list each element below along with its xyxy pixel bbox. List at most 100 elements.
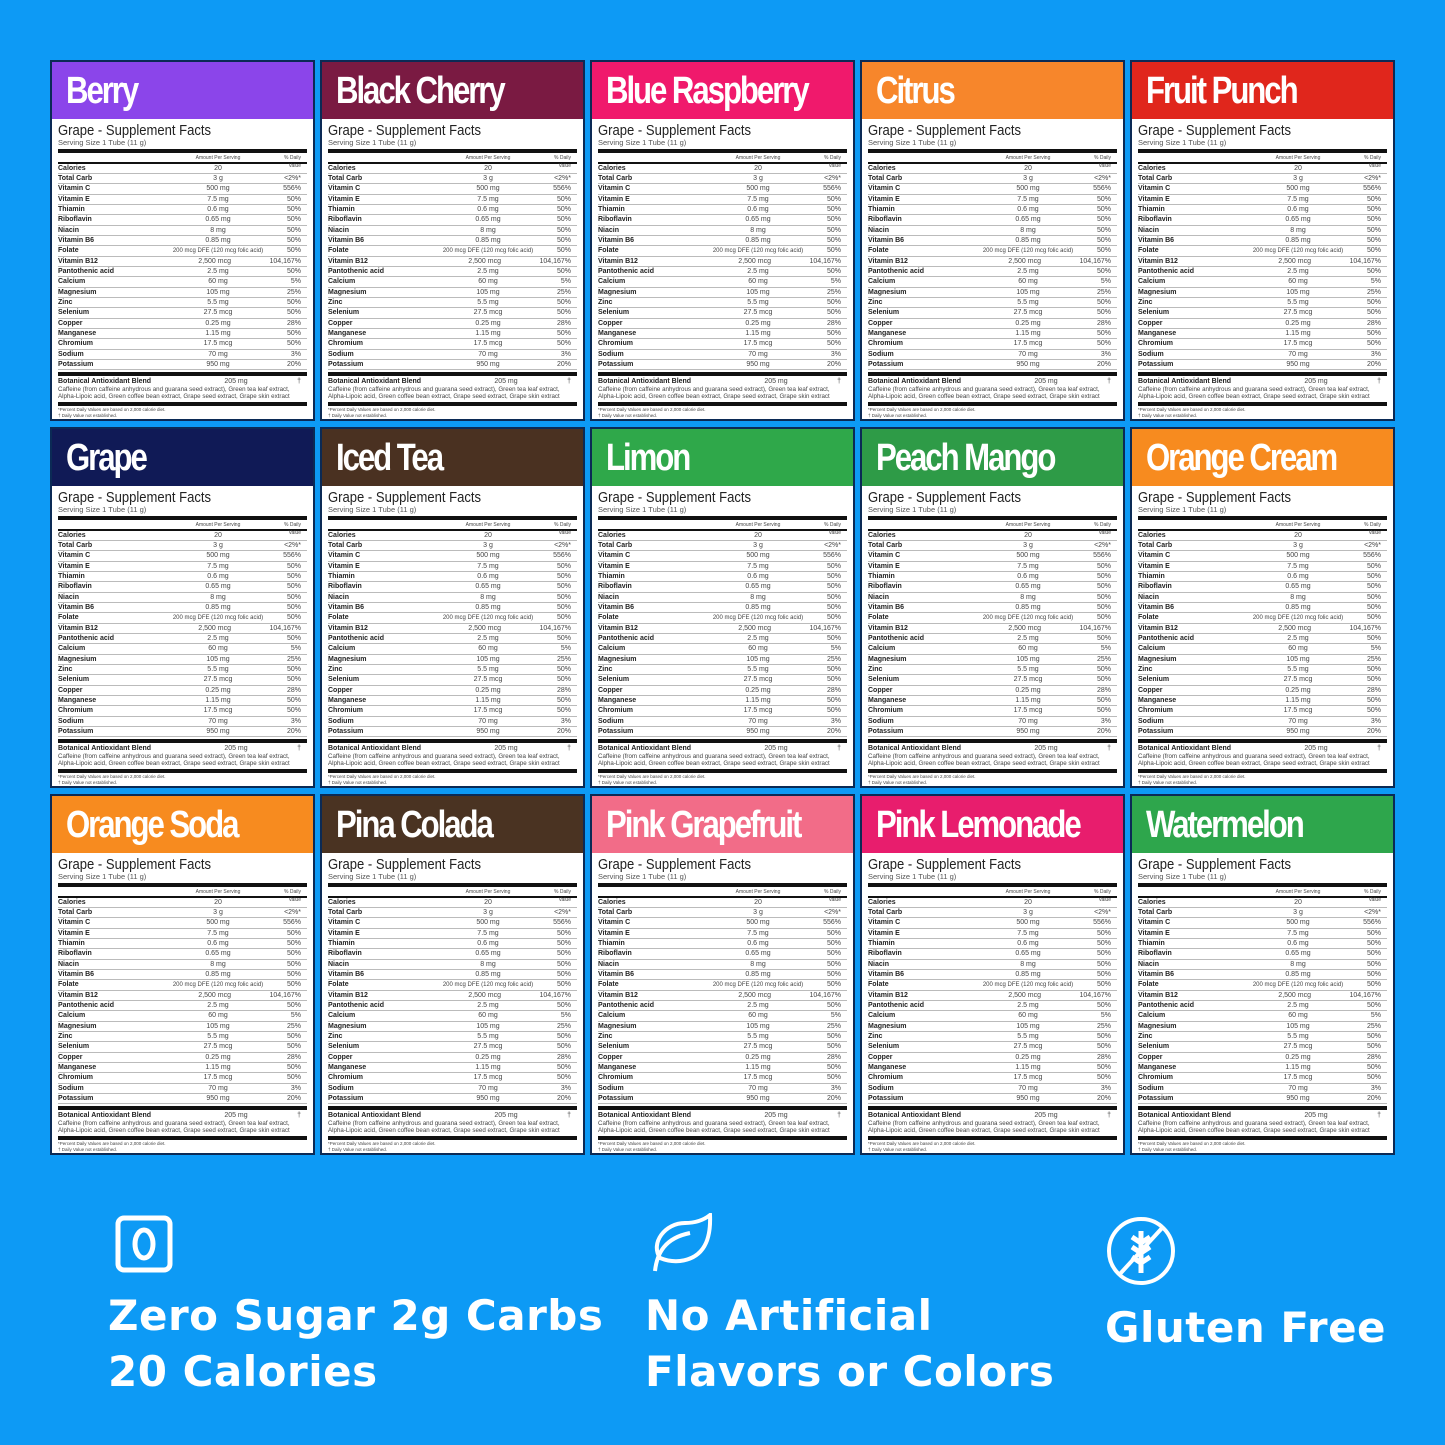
flavor-name: Orange Soda (66, 804, 239, 846)
divider (58, 883, 307, 887)
nutrient-amount: 20 (214, 164, 222, 172)
nutrient-name: Pantothenic acid (58, 267, 115, 275)
nutrient-name: Sodium (868, 350, 894, 358)
flavor-header: Grape (52, 429, 313, 486)
supplement-facts: Grape - Supplement Facts Serving Size 1 T… (52, 853, 313, 1152)
divider (58, 149, 307, 153)
nutrient-dv: 25% (556, 655, 571, 663)
nutrient-name: Vitamin B6 (328, 603, 365, 611)
blend-description: Caffeine (from caffeine anhydrous and gu… (328, 753, 560, 761)
flavor-panel: Peach Mango Grape - Supplement Facts Servi… (860, 427, 1125, 788)
supplement-facts: Grape - Supplement Facts Serving Size 1 T… (52, 119, 313, 418)
nutrient-name: Zinc (598, 665, 613, 673)
blend-row: Botanical Antioxidant Blend 205 mg † (58, 744, 307, 753)
nutrient-amount: 2,500 mcg (468, 257, 501, 265)
facts-row: Thiamin 0.6 mg 50% (868, 205, 1117, 216)
facts-row: Folate 200 mcg DFE (120 mcg folic acid) 50… (598, 980, 847, 991)
divider (58, 516, 307, 520)
nutrient-name: Selenium (58, 676, 90, 684)
nutrient-amount: 500 mg (1016, 185, 1040, 193)
nutrient-name: Calcium (58, 645, 86, 653)
nutrient-name: Manganese (1138, 1064, 1177, 1071)
flavor-header: Watermelon (1132, 796, 1393, 853)
nutrient-amount: 500 mg (1016, 919, 1040, 927)
nutrient-amount: 105 mg (746, 1022, 770, 1030)
nutrient-name: Thiamin (598, 572, 625, 580)
nutrient-dv: <2%* (554, 908, 571, 916)
nutrient-amount: 0.65 mg (205, 216, 231, 224)
blend-dv: † (567, 1112, 571, 1120)
nutrient-dv: 20% (286, 361, 301, 369)
facts-row: Magnesium 105 mg 25% (1138, 288, 1387, 298)
nutrient-dv: 25% (826, 1022, 841, 1030)
facts-row: Zinc 5.5 mg 50% (868, 665, 1117, 676)
blend-description: Caffeine (from caffeine anhydrous and gu… (598, 1120, 830, 1128)
nutrient-name: Folate (328, 247, 349, 255)
divider (328, 162, 577, 164)
divider (328, 1106, 577, 1111)
nutrient-dv: 50% (826, 562, 841, 570)
facts-row: Riboflavin 0.65 mg 50% (58, 215, 307, 226)
nutrient-name: Chromium (868, 1074, 903, 1082)
blend-description: Caffeine (from caffeine anhydrous and gu… (58, 753, 290, 761)
nutrient-amount: 950 mg (206, 361, 230, 369)
nutrient-amount: 1.15 mg (1285, 697, 1311, 704)
footnote: *Percent Daily Values are based on 2,000… (868, 1141, 976, 1147)
blend-amount: 205 mg (224, 745, 248, 753)
facts-row: Vitamin E 7.5 mg 50% (868, 929, 1117, 939)
nutrient-name: Calories (1138, 531, 1166, 539)
nutrient-amount: 200 mcg DFE (120 mcg folic acid) (442, 982, 534, 989)
facts-row: Zinc 5.5 mg 50% (868, 298, 1117, 309)
facts-row: Zinc 5.5 mg 50% (58, 1032, 307, 1043)
nutrient-amount: 3 g (213, 908, 223, 916)
facts-row: Manganese 1.15 mg 50% (58, 329, 307, 340)
flavor-name: Pina Colada (336, 804, 494, 846)
facts-row: Potassium 950 mg 20% (868, 360, 1117, 371)
facts-row: Sodium 70 mg 3% (328, 1084, 577, 1095)
nutrient-amount: 200 mcg DFE (120 mcg folic acid) (712, 615, 804, 622)
facts-row: Selenium 27.5 mcg 50% (328, 1042, 577, 1053)
facts-row: Calcium 60 mg 5% (868, 277, 1117, 288)
nutrient-name: Thiamin (328, 205, 355, 213)
nutrient-amount: 7.5 mg (1017, 195, 1039, 203)
nutrient-name: Calcium (328, 278, 356, 286)
facts-row: Vitamin B6 0.85 mg 50% (1138, 603, 1387, 614)
facts-row: Thiamin 0.6 mg 50% (328, 205, 577, 216)
nutrient-name: Potassium (868, 728, 904, 736)
facts-row: Vitamin C 500 mg 556% (1138, 184, 1387, 195)
column-headers: Amount Per Serving% Daily Value (58, 888, 307, 903)
divider (1138, 402, 1387, 407)
nutrient-name: Total Carb (598, 908, 633, 916)
facts-row: Zinc 5.5 mg 50% (598, 1032, 847, 1043)
nutrient-dv: 28% (556, 1053, 571, 1061)
nutrient-name: Niacin (598, 226, 620, 234)
nutrient-amount: 0.65 mg (205, 950, 231, 958)
nutrient-dv: 50% (556, 676, 571, 684)
facts-row: Selenium 27.5 mcg 50% (328, 675, 577, 686)
col-dv: % Daily Value (824, 155, 841, 169)
facts-row: Thiamin 0.6 mg 50% (598, 572, 847, 583)
nutrient-amount: 70 mg (1018, 717, 1038, 725)
nutrient-amount: 17.5 mcg (743, 1074, 773, 1082)
nutrient-dv: 556% (1093, 185, 1111, 193)
flavor-header: Fruit Punch (1132, 62, 1393, 119)
facts-row: Copper 0.25 mg 28% (1138, 686, 1387, 696)
blend-description: Alpha-Lipoic acid, Green coffee bean ext… (58, 1127, 290, 1135)
col-blank (58, 154, 162, 162)
facts-row: Calcium 60 mg 5% (58, 277, 307, 288)
nutrient-amount: 60 mg (748, 645, 768, 653)
nutrient-name: Chromium (328, 707, 363, 715)
nutrient-dv: 50% (556, 267, 571, 275)
facts-row: Selenium 27.5 mcg 50% (598, 1042, 847, 1053)
nutrient-dv: 556% (823, 552, 841, 560)
nutrient-name: Riboflavin (58, 216, 92, 224)
blend-row: Botanical Antioxidant Blend 205 mg † (1138, 1111, 1387, 1120)
nutrient-amount: 27.5 mcg (1013, 1043, 1043, 1051)
nutrient-dv: 5% (1370, 1012, 1381, 1020)
nutrient-amount: 60 mg (208, 1012, 228, 1020)
nutrient-dv: 50% (826, 572, 841, 580)
footnote: *Percent Daily Values are based on 2,000… (868, 407, 976, 413)
nutrient-amount: 5.5 mg (1287, 298, 1309, 306)
nutrient-amount: 0.65 mg (745, 216, 771, 224)
facts-row: Vitamin B6 0.85 mg 50% (868, 603, 1117, 614)
